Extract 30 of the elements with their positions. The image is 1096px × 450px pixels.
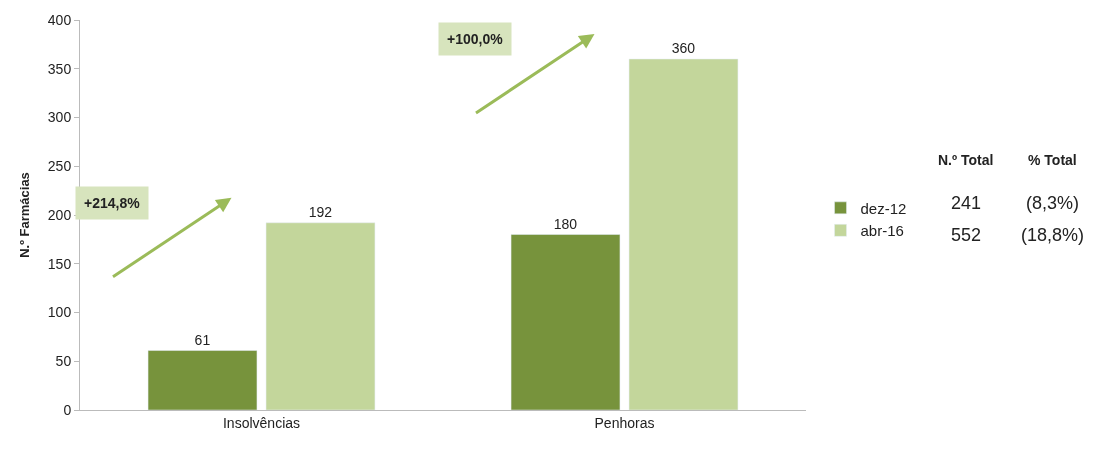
y-tick-label: 100 bbox=[47, 304, 72, 321]
y-tick-label: 0 bbox=[63, 401, 72, 418]
y-tick-label: 350 bbox=[47, 60, 72, 77]
y-tick-label: 150 bbox=[47, 255, 72, 272]
text: (18,8%) bbox=[1021, 225, 1085, 245]
text: % Total bbox=[1028, 152, 1077, 168]
x-tick-label: Penhoras bbox=[594, 414, 655, 431]
text: (8,3%) bbox=[1026, 193, 1080, 213]
bar bbox=[265, 222, 376, 410]
y-tick-label: 300 bbox=[47, 109, 72, 126]
annotation: +100,0% bbox=[447, 31, 504, 47]
y-tick-label: 250 bbox=[47, 158, 72, 175]
y-tick-label: 50 bbox=[55, 353, 72, 370]
bar bbox=[510, 234, 621, 410]
data-label: 192 bbox=[308, 203, 333, 220]
data-label: 61 bbox=[194, 331, 211, 348]
data-label: 180 bbox=[553, 215, 578, 232]
x-tick-label: Insolvências bbox=[222, 414, 301, 431]
y-axis-title: N.º Farmácias bbox=[16, 172, 32, 258]
legend-label: dez-12 bbox=[860, 199, 907, 217]
annotation: +214,8% bbox=[84, 195, 141, 211]
bar bbox=[628, 58, 739, 410]
data-label: 360 bbox=[671, 40, 696, 56]
text: 241 bbox=[951, 193, 982, 213]
text: 552 bbox=[951, 225, 982, 245]
legend-label: abr-16 bbox=[860, 222, 904, 240]
y-tick-label: 200 bbox=[47, 206, 72, 223]
y-tick-label: 400 bbox=[47, 11, 72, 28]
bar bbox=[147, 350, 258, 410]
text: N.º Total bbox=[938, 152, 994, 168]
